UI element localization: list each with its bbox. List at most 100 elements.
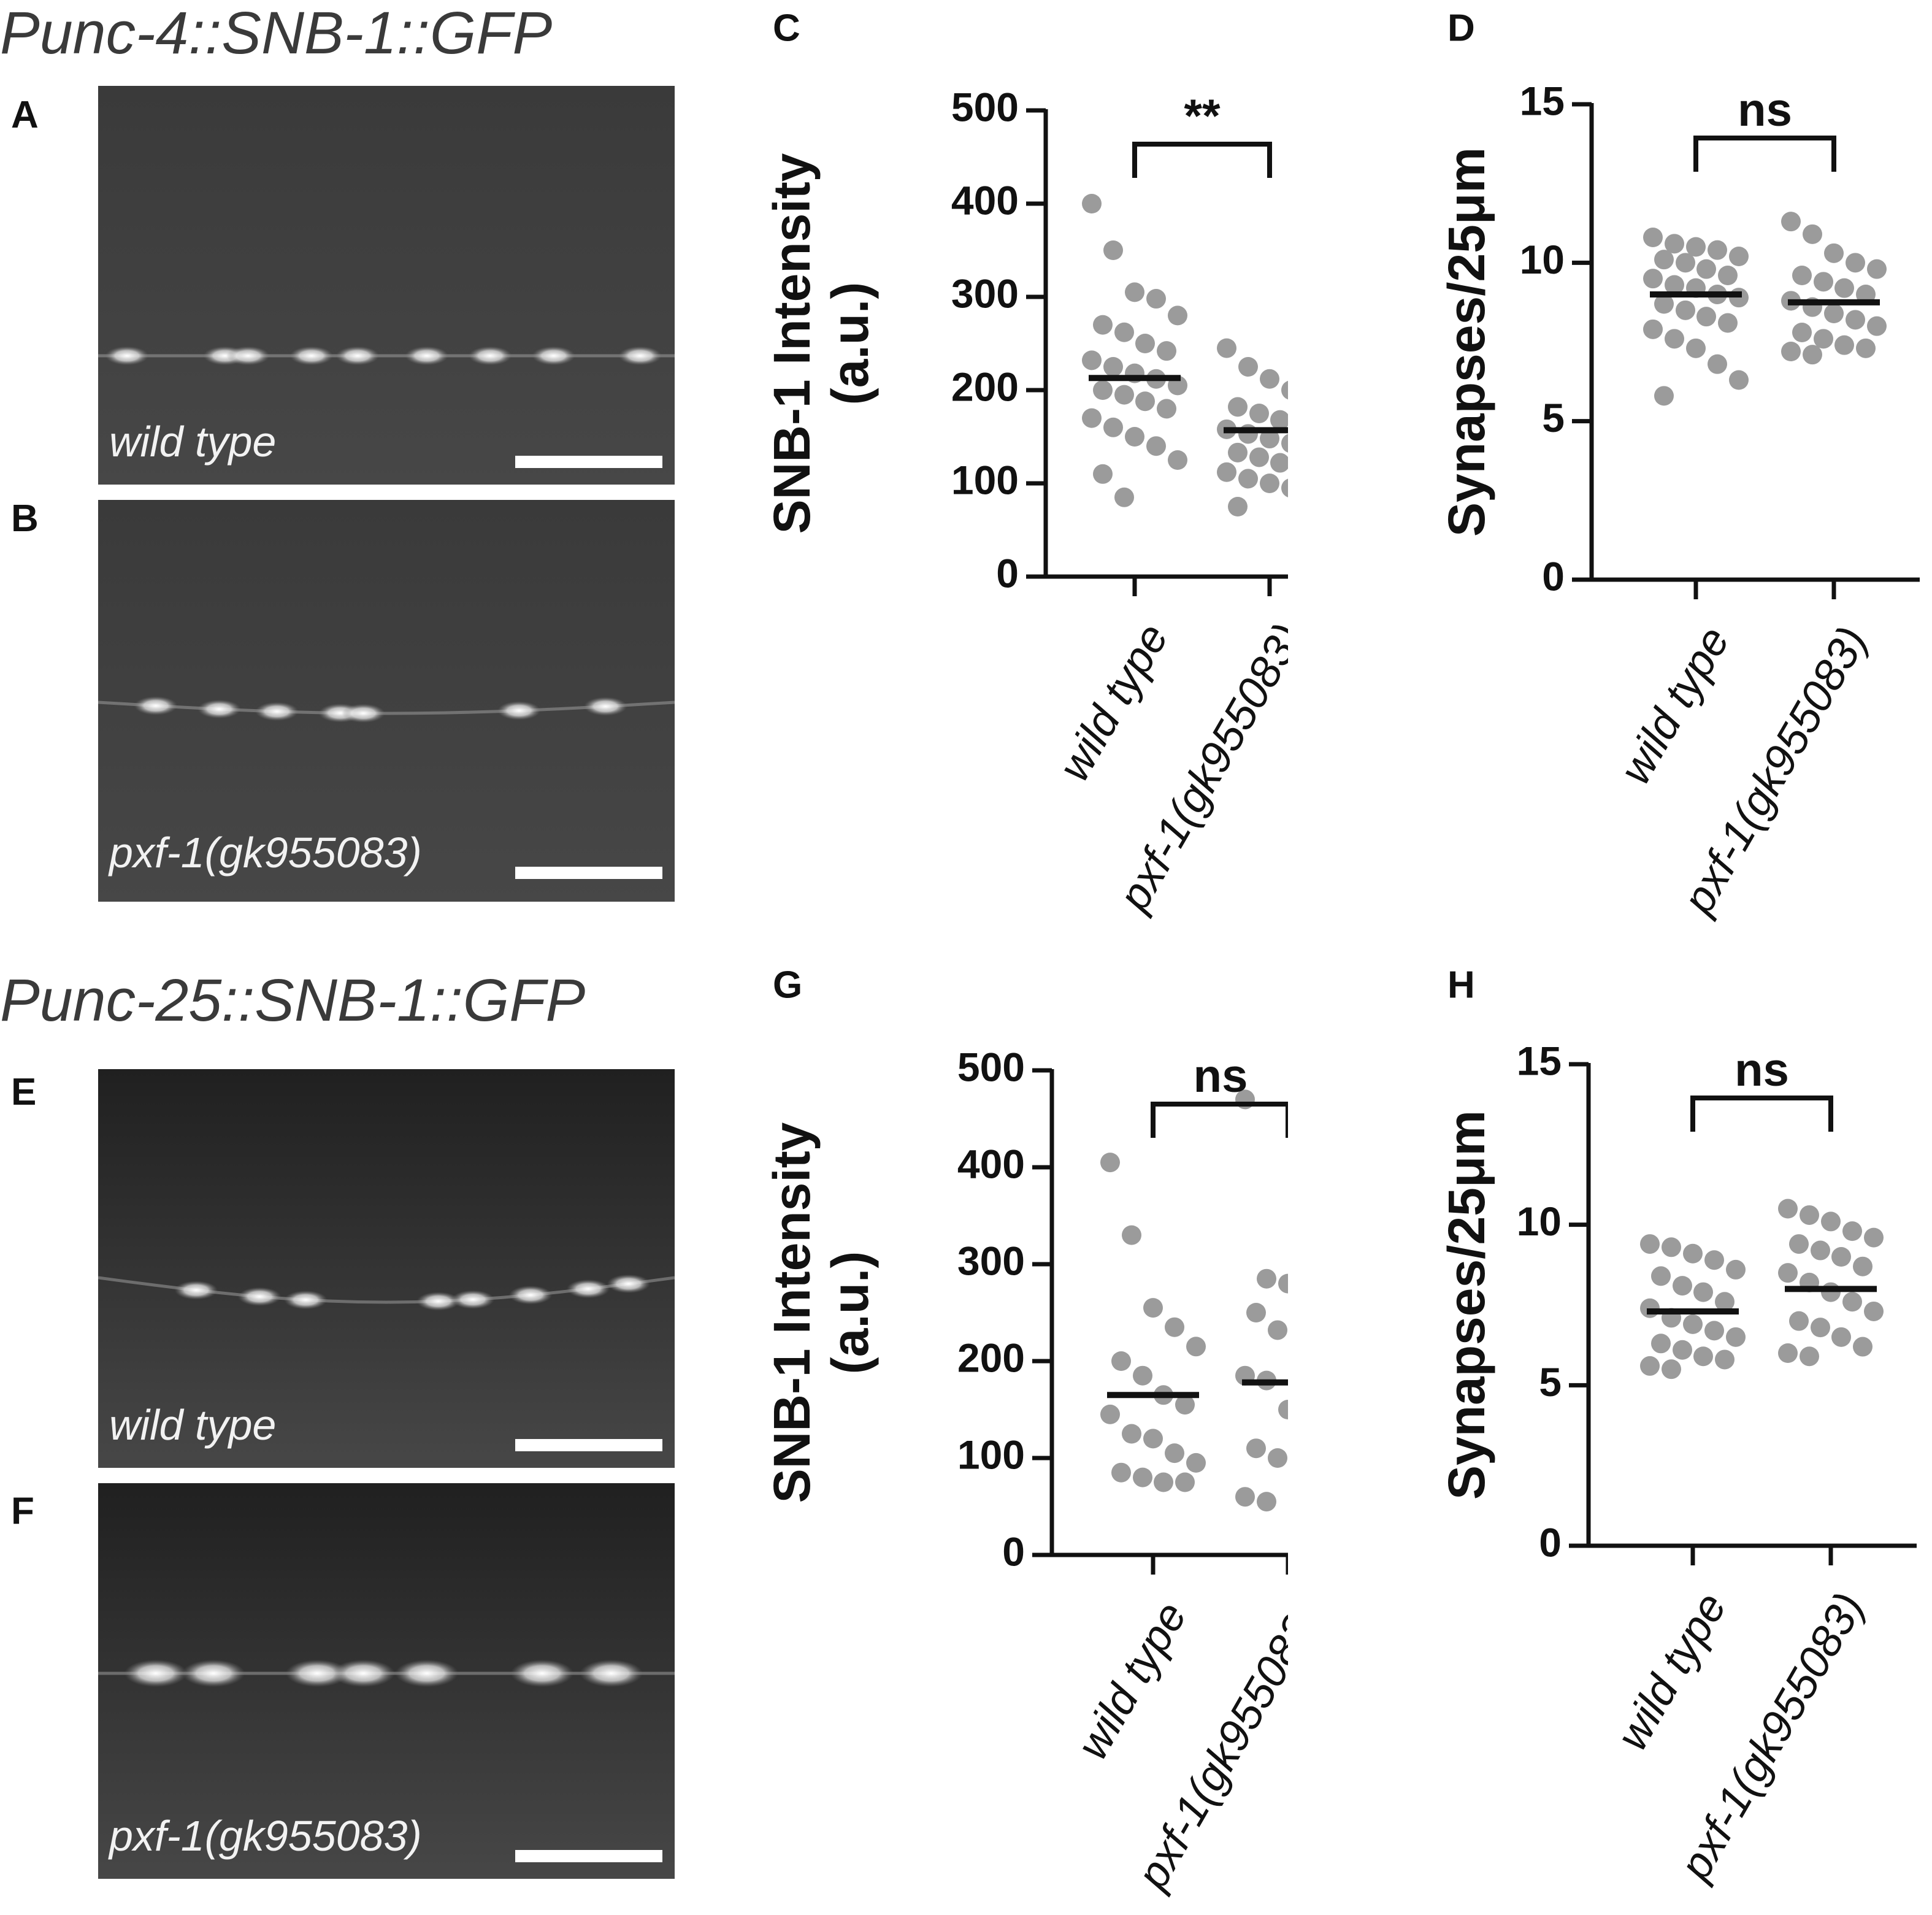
synaptic-punctum <box>289 346 333 366</box>
data-point <box>1257 1268 1276 1289</box>
synaptic-punctum <box>238 1287 282 1307</box>
x-tick-label: wild type <box>1611 619 1739 792</box>
data-point <box>1704 1321 1724 1341</box>
scale-bar <box>515 867 662 879</box>
y-tick-label: 15 <box>1520 78 1565 123</box>
data-point <box>1693 1346 1713 1367</box>
data-point <box>1781 342 1801 361</box>
micrograph-b-label: pxf-1(gk955083) <box>109 829 422 877</box>
data-point <box>1708 240 1727 260</box>
data-point <box>1718 313 1738 333</box>
data-point <box>1654 294 1674 314</box>
y-axis-label: Synapses/25μm <box>1438 147 1495 537</box>
data-point <box>1093 380 1113 400</box>
data-point <box>1135 334 1155 353</box>
data-point <box>1125 427 1144 447</box>
y-tick-label: 15 <box>1517 1038 1562 1083</box>
data-point <box>1257 1492 1276 1512</box>
data-point <box>1093 315 1113 335</box>
scale-bar <box>515 1439 662 1451</box>
data-point <box>1100 1404 1120 1424</box>
y-tick-label: 0 <box>1542 553 1565 599</box>
title-punc4: Punc-4::SNB-1::GFP <box>0 0 553 66</box>
data-point <box>1665 275 1684 295</box>
data-point <box>1111 1351 1131 1371</box>
data-point <box>1673 1340 1692 1360</box>
y-tick-label: 300 <box>957 1238 1025 1283</box>
data-point <box>1238 469 1258 489</box>
x-tick-label: wild type <box>1049 616 1178 789</box>
data-point <box>1792 266 1812 285</box>
y-tick-label: 300 <box>951 271 1019 316</box>
panel-letter-a: A <box>11 94 39 136</box>
data-point <box>1676 300 1695 320</box>
micrograph-a-label: wild type <box>109 418 277 466</box>
y-tick-label: 400 <box>957 1141 1025 1186</box>
data-point <box>1729 288 1749 308</box>
data-point <box>1831 1327 1851 1347</box>
data-point <box>1168 450 1187 470</box>
data-point <box>1246 1438 1266 1459</box>
data-point <box>1268 1448 1287 1468</box>
data-point <box>1792 323 1812 342</box>
data-point <box>1640 1298 1660 1318</box>
panel-letter: C <box>773 7 800 49</box>
data-point <box>1842 1292 1862 1312</box>
x-tick-label: wild type <box>1068 1594 1196 1768</box>
y-tick-label: 0 <box>1002 1529 1025 1574</box>
data-point <box>1165 1317 1184 1337</box>
synaptic-punctum <box>332 1659 395 1687</box>
data-point <box>1729 247 1749 266</box>
data-point <box>1651 1334 1671 1354</box>
data-point <box>1100 1153 1120 1173</box>
data-point <box>1228 442 1248 462</box>
data-point <box>1662 1359 1681 1380</box>
synaptic-punctum <box>510 1659 573 1687</box>
data-point <box>1260 429 1279 449</box>
synaptic-punctum <box>451 1290 495 1310</box>
significance-label: ns <box>1194 1050 1248 1102</box>
micrograph-f: pxf-1(gk955083) <box>98 1483 675 1879</box>
data-point <box>1246 1303 1266 1322</box>
micrograph-background <box>98 1069 675 1468</box>
axon-line <box>98 700 675 715</box>
data-point <box>1133 1467 1152 1487</box>
data-point <box>1111 1462 1131 1483</box>
data-point <box>1103 240 1123 260</box>
data-point <box>1103 417 1123 437</box>
chart-c: C SNB-1 Intensity (a.u.) 0 100 200 300 400 500 wi… <box>763 7 1288 919</box>
data-point <box>1146 436 1166 456</box>
data-point <box>1654 386 1674 406</box>
data-point <box>1175 1395 1195 1415</box>
synaptic-punctum <box>255 702 299 721</box>
synaptic-punctum <box>584 697 627 716</box>
synaptic-punctum <box>395 1659 458 1687</box>
panel-letter: H <box>1447 964 1475 1006</box>
data-point <box>1103 357 1123 377</box>
data-point <box>1683 1314 1703 1334</box>
data-point <box>1146 289 1166 309</box>
panel-letter: G <box>773 964 802 1006</box>
data-point <box>1693 1282 1713 1302</box>
data-point <box>1122 1225 1141 1245</box>
data-point <box>1122 1424 1141 1444</box>
y-tick-label: 500 <box>957 1044 1025 1089</box>
data-point <box>1665 234 1684 254</box>
data-point <box>1217 338 1236 358</box>
synaptic-punctum <box>508 1285 553 1305</box>
data-point <box>1853 1337 1873 1357</box>
y-axis-label: (a.u.) <box>821 1251 879 1375</box>
data-point <box>1778 1343 1798 1363</box>
data-point <box>1168 305 1187 326</box>
data-point <box>1082 408 1102 428</box>
y-tick-label: 200 <box>957 1335 1025 1380</box>
significance-label: ns <box>1735 1044 1789 1096</box>
data-point <box>1217 462 1236 482</box>
y-tick-label: 5 <box>1539 1359 1562 1405</box>
data-point <box>1281 478 1288 497</box>
data-point <box>1867 259 1887 279</box>
data-point <box>1831 1247 1851 1267</box>
synaptic-punctum <box>580 1659 643 1687</box>
data-point <box>1696 259 1716 279</box>
